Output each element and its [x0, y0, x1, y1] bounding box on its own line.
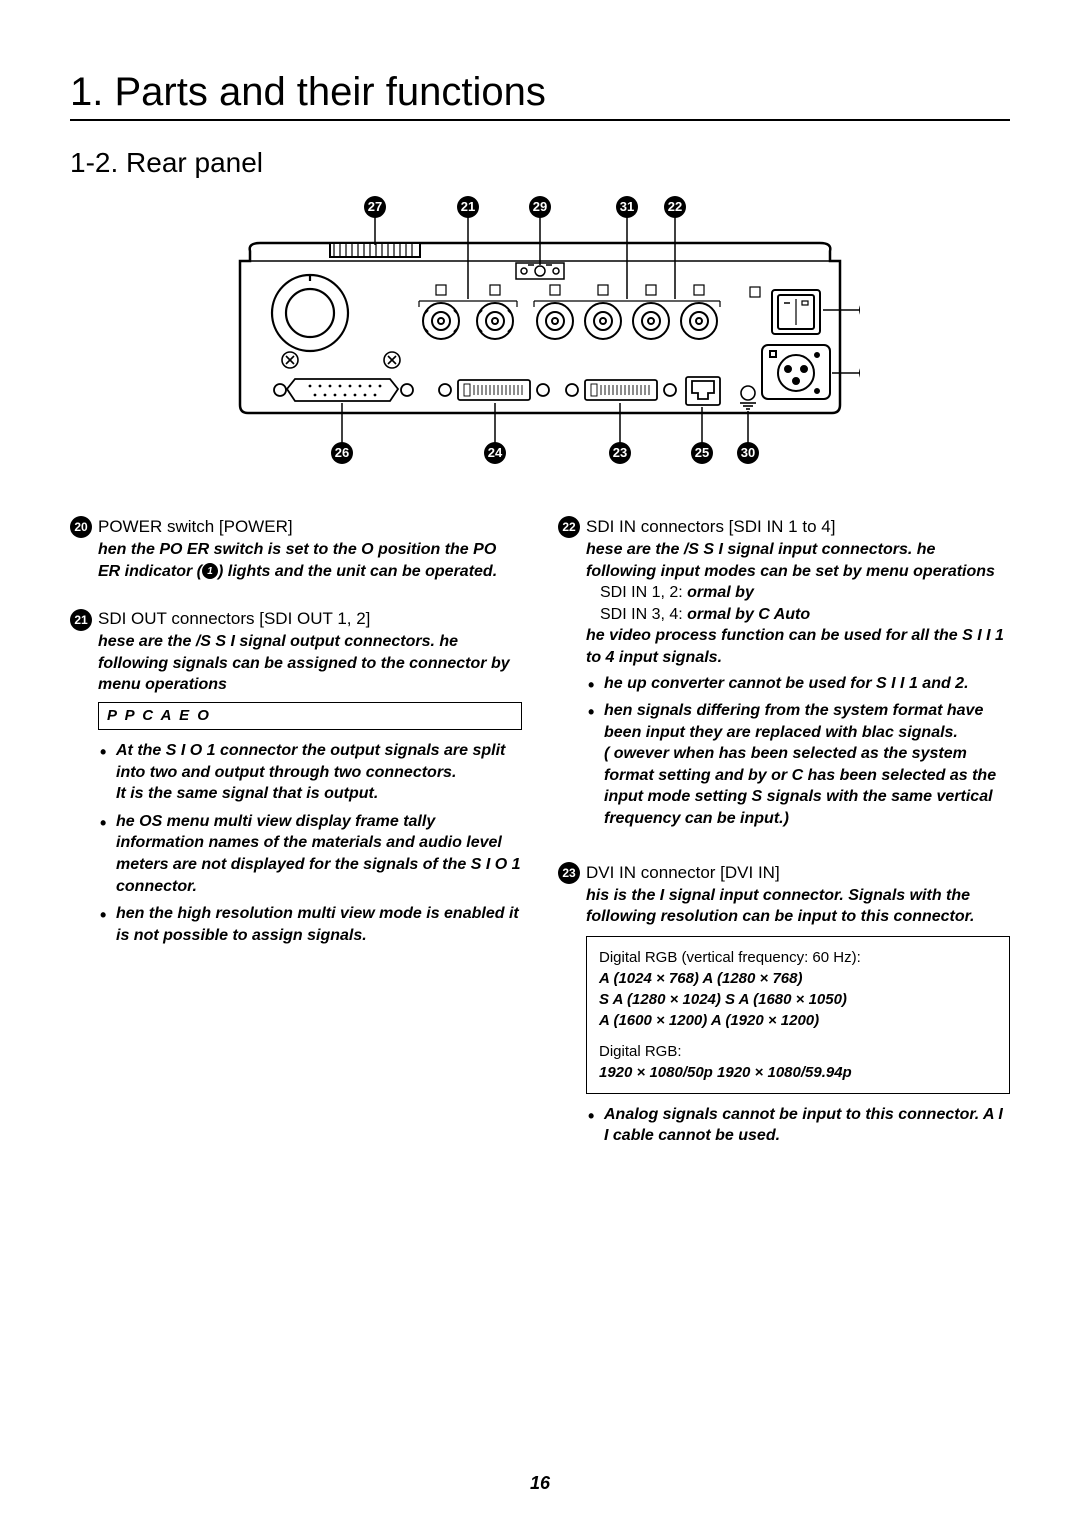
- rear-panel-svg: 27 21 29 31 22 20 28 26 24 23 25 30: [220, 195, 860, 475]
- bullet-item: he up converter cannot be used for S I I…: [586, 673, 1010, 695]
- item-23-head: 23 DVI IN connector [DVI IN]: [558, 862, 1010, 885]
- svg-text:21: 21: [461, 199, 475, 214]
- content-columns: 20 POWER switch [POWER] hen the PO ER sw…: [70, 510, 1010, 1153]
- left-column: 20 POWER switch [POWER] hen the PO ER sw…: [70, 510, 522, 1153]
- page-number: 16: [0, 1473, 1080, 1494]
- bullet-item: he OS menu multi view display frame tall…: [98, 811, 522, 897]
- svg-text:23: 23: [613, 445, 627, 460]
- svg-text:27: 27: [368, 199, 382, 214]
- num-21: 21: [70, 609, 92, 631]
- item-20-body: hen the PO ER switch is set to the O pos…: [98, 539, 522, 582]
- num-22: 22: [558, 516, 580, 538]
- svg-text:25: 25: [695, 445, 709, 460]
- page-title: 1. Parts and their functions: [70, 70, 1010, 115]
- svg-text:31: 31: [620, 199, 634, 214]
- item-22-body: hese are the /S S I signal input connect…: [586, 539, 1010, 830]
- title-rule: [70, 119, 1010, 121]
- svg-text:30: 30: [741, 445, 755, 460]
- item-22-head: 22 SDI IN connectors [SDI IN 1 to 4]: [558, 516, 1010, 539]
- item-20-title: POWER switch [POWER]: [98, 516, 293, 539]
- right-column: 22 SDI IN connectors [SDI IN 1 to 4] hes…: [558, 510, 1010, 1153]
- item-21-body: hese are the /S S I signal output connec…: [98, 631, 522, 946]
- item-23-body: his is the I signal input connector. Sig…: [586, 885, 1010, 1147]
- num-23: 23: [558, 862, 580, 884]
- section-subtitle: 1-2. Rear panel: [70, 147, 1010, 179]
- item-23-title: DVI IN connector [DVI IN]: [586, 862, 780, 885]
- svg-text:26: 26: [335, 445, 349, 460]
- inline-num-1: 1: [202, 563, 218, 579]
- bullet-item: Analog signals cannot be input to this c…: [586, 1104, 1010, 1147]
- bullet-item: hen signals differing from the system fo…: [586, 700, 1010, 830]
- item-21-bullets: At the S I O 1 connector the output sign…: [98, 740, 522, 946]
- bullet-item: hen the high resolution multi view mode …: [98, 903, 522, 946]
- item-23-bullets: Analog signals cannot be input to this c…: [586, 1104, 1010, 1147]
- item-22-bullets: he up converter cannot be used for S I I…: [586, 673, 1010, 830]
- svg-text:29: 29: [533, 199, 547, 214]
- item-20-head: 20 POWER switch [POWER]: [70, 516, 522, 539]
- resolution-box: Digital RGB (vertical frequency: 60 Hz):…: [586, 936, 1010, 1094]
- svg-text:24: 24: [488, 445, 503, 460]
- item-21-box: P P C A E O: [98, 702, 522, 730]
- item-22-title: SDI IN connectors [SDI IN 1 to 4]: [586, 516, 835, 539]
- svg-text:22: 22: [668, 199, 682, 214]
- bullet-item: At the S I O 1 connector the output sign…: [98, 740, 522, 805]
- item-21-head: 21 SDI OUT connectors [SDI OUT 1, 2]: [70, 608, 522, 631]
- num-20: 20: [70, 516, 92, 538]
- item-21-title: SDI OUT connectors [SDI OUT 1, 2]: [98, 608, 370, 631]
- rear-panel-diagram: 27 21 29 31 22 20 28 26 24 23 25 30: [70, 195, 1010, 480]
